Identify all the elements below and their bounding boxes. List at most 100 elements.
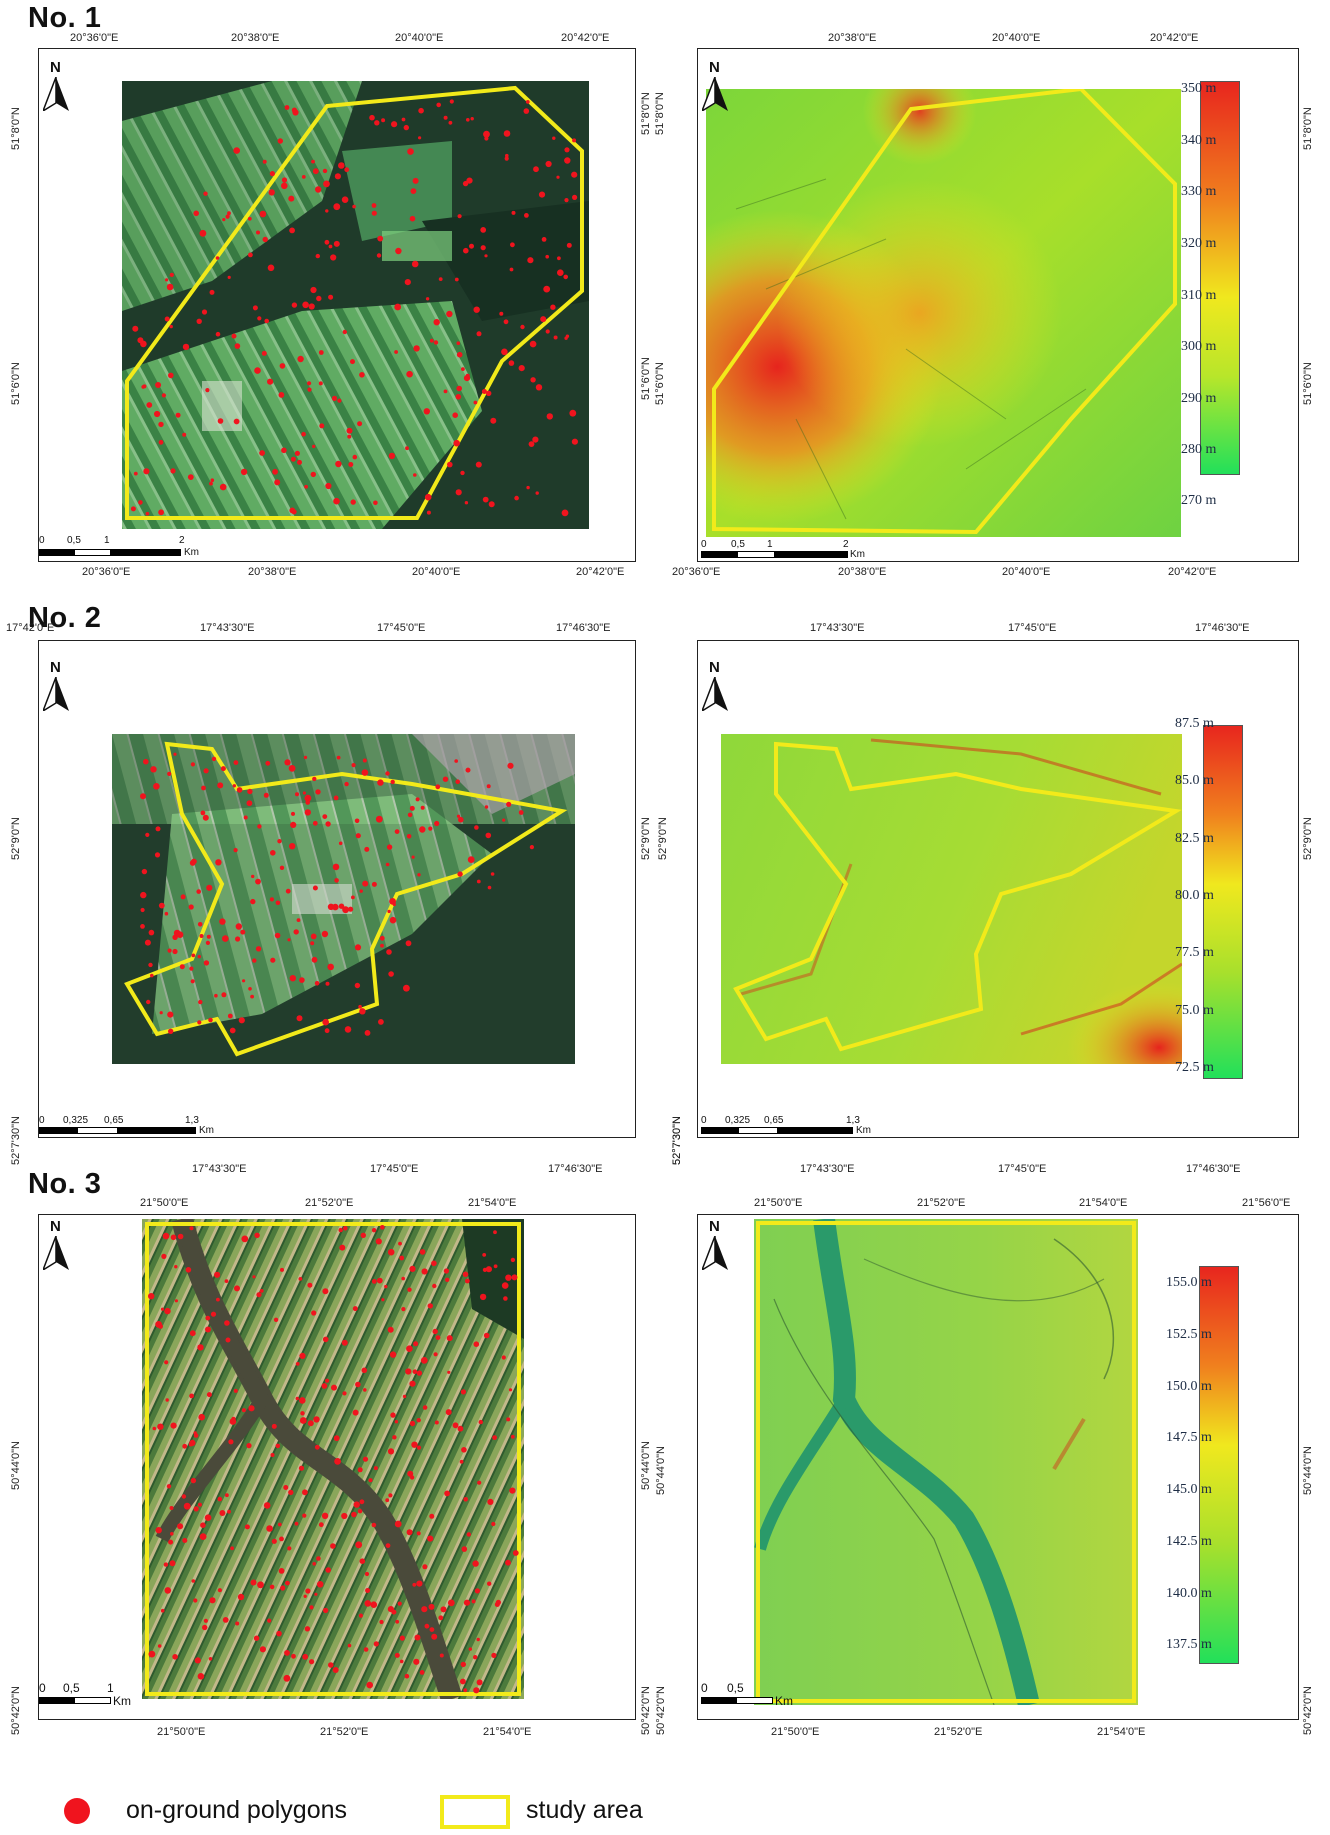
polygon-marker bbox=[269, 1584, 275, 1590]
tick-bottom: 17°45'0"E bbox=[370, 1163, 419, 1175]
polygon-marker bbox=[271, 1538, 277, 1544]
polygon-marker bbox=[166, 1484, 172, 1489]
polygon-marker bbox=[347, 434, 352, 439]
polygon-marker bbox=[407, 148, 414, 155]
tick-top: 20°40'0"E bbox=[992, 32, 1041, 44]
polygon-marker bbox=[209, 1597, 216, 1604]
polygon-marker bbox=[325, 209, 329, 213]
polygon-marker bbox=[387, 1606, 394, 1613]
polygon-marker bbox=[442, 776, 449, 782]
polygon-marker bbox=[291, 811, 295, 816]
polygon-marker bbox=[295, 1396, 299, 1401]
scale-unit: Km bbox=[856, 1125, 871, 1136]
polygon-marker bbox=[216, 1297, 220, 1302]
polygon-marker bbox=[538, 191, 546, 198]
polygon-marker bbox=[302, 1653, 309, 1660]
elevation-label: 140.0 m bbox=[1166, 1586, 1212, 1601]
polygon-marker bbox=[197, 1502, 202, 1507]
polygon-marker bbox=[162, 1232, 170, 1240]
polygon-marker bbox=[409, 1420, 416, 1427]
elevation-labels-3: 155.0 m 152.5 m 150.0 m 147.5 m 145.0 m … bbox=[1166, 1275, 1250, 1675]
satellite-map-2 bbox=[112, 734, 575, 1064]
polygon-marker bbox=[433, 319, 440, 326]
tick-right: 50°44'0"N bbox=[1302, 1446, 1314, 1495]
polygon-marker bbox=[427, 1303, 433, 1309]
panel-1-satellite: N 0 0,5 1 2 Km bbox=[38, 48, 636, 562]
polygon-marker bbox=[299, 1417, 307, 1424]
polygon-marker bbox=[145, 511, 150, 516]
polygon-marker bbox=[359, 372, 365, 378]
polygon-marker bbox=[491, 1652, 497, 1658]
polygon-marker bbox=[257, 316, 262, 321]
polygon-marker bbox=[543, 285, 551, 293]
legend-label-polygons: on-ground polygons bbox=[126, 1796, 347, 1824]
scale-label-0: 0 bbox=[701, 1681, 708, 1695]
polygon-marker bbox=[493, 1264, 498, 1269]
polygon-marker bbox=[197, 922, 203, 927]
polygon-marker bbox=[409, 1380, 416, 1387]
scale-label-2: 1 bbox=[767, 539, 773, 550]
elevation-label: 82.5 m bbox=[1175, 831, 1214, 846]
polygon-marker bbox=[279, 363, 286, 369]
polygon-marker bbox=[385, 862, 390, 867]
scale-unit: Km bbox=[850, 549, 865, 560]
polygon-marker bbox=[361, 1367, 368, 1374]
polygon-marker bbox=[460, 470, 465, 476]
polygon-marker bbox=[339, 1244, 346, 1251]
polygon-marker bbox=[279, 865, 285, 870]
tick-right: 50°42'0"N bbox=[1302, 1686, 1314, 1735]
polygon-marker bbox=[398, 1241, 402, 1246]
tick-bottom: 20°38'0"E bbox=[248, 566, 297, 578]
tick-right: 51°8'0"N bbox=[640, 92, 652, 135]
polygon-marker bbox=[435, 1335, 441, 1340]
polygon-marker bbox=[412, 1582, 417, 1587]
tick-right: 50°44'0"N bbox=[640, 1441, 652, 1490]
tick-bottom: 21°50'0"E bbox=[157, 1726, 206, 1738]
polygon-marker bbox=[189, 860, 196, 866]
polygon-marker bbox=[189, 966, 194, 971]
elevation-label: 310 m bbox=[1181, 288, 1217, 303]
polygon-marker bbox=[208, 1657, 213, 1661]
polygon-marker bbox=[201, 309, 208, 315]
polygon-marker bbox=[140, 793, 146, 800]
polygon-marker bbox=[448, 120, 453, 125]
polygon-marker bbox=[466, 118, 470, 122]
polygon-marker bbox=[302, 301, 309, 309]
scale-label-2: 0,65 bbox=[104, 1115, 124, 1126]
polygon-marker bbox=[314, 981, 320, 986]
polygon-marker bbox=[274, 479, 281, 486]
polygon-marker bbox=[278, 1568, 285, 1574]
polygon-marker bbox=[311, 956, 318, 963]
polygon-marker bbox=[170, 1532, 174, 1536]
north-label: N bbox=[709, 659, 720, 676]
polygon-marker bbox=[412, 1369, 418, 1374]
polygon-marker bbox=[150, 766, 157, 773]
polygon-marker bbox=[512, 1550, 519, 1556]
polygon-marker bbox=[564, 157, 571, 164]
polygon-marker bbox=[509, 1487, 516, 1494]
polygon-marker bbox=[387, 1326, 394, 1333]
polygon-marker bbox=[281, 182, 288, 190]
polygon-marker bbox=[169, 1506, 174, 1510]
polygon-marker bbox=[571, 438, 578, 445]
polygon-marker bbox=[334, 1458, 341, 1465]
polygon-marker bbox=[187, 474, 194, 480]
polygon-marker bbox=[172, 948, 178, 955]
polygon-marker bbox=[481, 389, 487, 394]
study-area-symbol bbox=[440, 1795, 510, 1829]
polygon-marker bbox=[473, 1655, 478, 1660]
polygon-marker bbox=[318, 381, 323, 386]
panel-2-dem: N 0 0,325 0,65 1,3 Km bbox=[697, 640, 1299, 1138]
tick-bottom: 20°42'0"E bbox=[576, 566, 625, 578]
polygon-marker bbox=[183, 1502, 191, 1510]
polygon-marker bbox=[190, 1477, 197, 1484]
polygon-marker bbox=[350, 499, 356, 505]
polygon-marker bbox=[394, 350, 398, 354]
polygon-marker bbox=[388, 452, 396, 460]
polygon-marker bbox=[328, 294, 334, 300]
polygon-marker bbox=[211, 756, 217, 762]
polygon-marker bbox=[379, 935, 385, 941]
polygon-marker bbox=[331, 395, 338, 401]
polygon-marker bbox=[246, 800, 253, 807]
polygon-marker bbox=[464, 501, 469, 505]
